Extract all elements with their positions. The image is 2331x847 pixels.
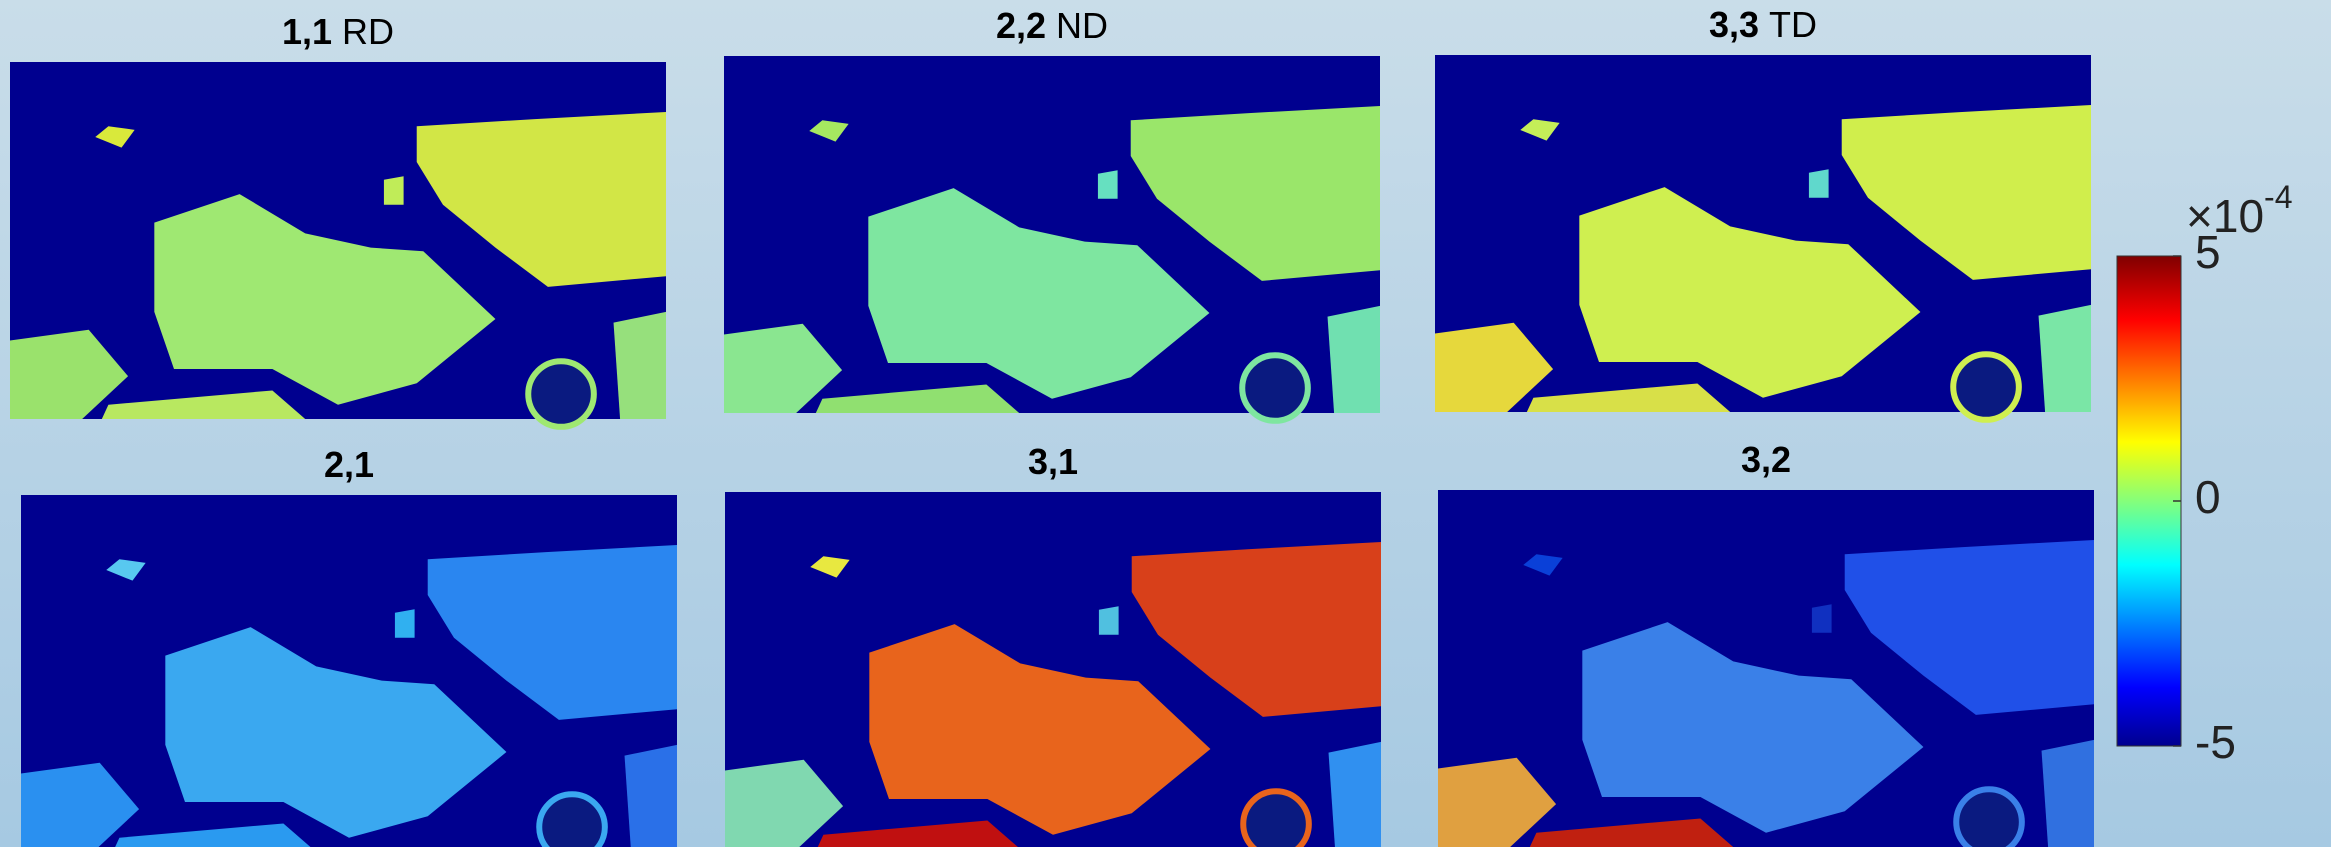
grain	[1438, 757, 1557, 847]
panel-title: 2,2 ND	[996, 5, 1108, 46]
map-panel	[21, 495, 677, 847]
grain	[725, 759, 844, 847]
grain	[613, 311, 666, 419]
panel-label: 2,2	[996, 5, 1046, 46]
grain	[525, 358, 597, 430]
grain	[1327, 305, 1380, 413]
panel-title: 3,1	[1028, 441, 1078, 482]
grain	[1130, 105, 1380, 281]
grain	[394, 609, 415, 638]
panel-title: 2,1	[324, 444, 374, 485]
grain	[1523, 554, 1563, 576]
grain	[416, 111, 666, 287]
grain	[1841, 104, 2091, 280]
grain	[1328, 741, 1381, 847]
panel-label: 2,1	[324, 444, 374, 485]
grain	[1808, 169, 1829, 198]
colorbar	[2116, 255, 2182, 747]
grain	[1811, 604, 1832, 633]
colorbar-tick-label: 0	[2195, 471, 2221, 523]
panel-title: 3,3 TD	[1709, 4, 1817, 45]
panel-direction: RD	[342, 11, 394, 52]
multiplier-base: ×10	[2186, 190, 2264, 242]
colorbar-multiplier: ×10-4	[2186, 179, 2292, 242]
panel-label: 3,2	[1741, 439, 1791, 480]
panel-title: 3,2	[1741, 439, 1791, 480]
grain	[815, 384, 1020, 413]
colorbar-ticks: -5 0 5	[2173, 226, 2236, 768]
grain	[1520, 119, 1560, 141]
panel-direction: TD	[1769, 4, 1817, 45]
panel-label: 3,1	[1028, 441, 1078, 482]
grain	[2038, 304, 2091, 412]
grain	[21, 762, 140, 847]
grain	[1579, 187, 1921, 398]
grain	[1526, 383, 1731, 412]
colorbar-tick-label: 5	[2195, 226, 2221, 278]
map-panel	[724, 56, 1380, 424]
grain	[1844, 539, 2094, 715]
grain	[1131, 541, 1381, 717]
grain	[115, 823, 311, 847]
panels: 1,1 RD 2,2 ND 3,3 TD 2,1 3,1 3,2	[10, 4, 2094, 847]
map-panel	[1438, 490, 2094, 847]
grain	[536, 791, 608, 847]
grain	[1240, 788, 1312, 847]
grain	[1582, 622, 1924, 833]
grain	[809, 120, 849, 142]
grain	[624, 744, 677, 847]
grain	[1097, 170, 1118, 199]
grain	[154, 194, 496, 405]
grain	[10, 329, 129, 419]
grain	[106, 559, 146, 581]
grain	[165, 627, 507, 838]
grain	[95, 126, 135, 148]
panel-title: 1,1 RD	[282, 11, 394, 52]
multiplier-exponent: -4	[2264, 179, 2292, 215]
grain	[1098, 606, 1119, 635]
grain	[101, 390, 306, 419]
grain	[1529, 818, 1734, 847]
grain	[817, 820, 1018, 847]
grain	[1239, 352, 1311, 424]
grain	[427, 544, 677, 720]
grain	[1953, 786, 2025, 847]
panel-label: 1,1	[282, 11, 332, 52]
colorbar-tick-label: -5	[2195, 716, 2236, 768]
map-panel	[10, 62, 666, 430]
grain	[2041, 739, 2094, 847]
grain	[1435, 322, 1554, 412]
panel-direction: ND	[1056, 5, 1108, 46]
grain	[1950, 351, 2022, 423]
grain	[810, 556, 850, 578]
grain	[383, 176, 404, 205]
grain	[869, 624, 1211, 835]
grain	[724, 323, 843, 413]
panel-label: 3,3	[1709, 4, 1759, 45]
map-panel	[725, 492, 1381, 847]
grain	[868, 188, 1210, 399]
map-panel	[1435, 55, 2091, 423]
